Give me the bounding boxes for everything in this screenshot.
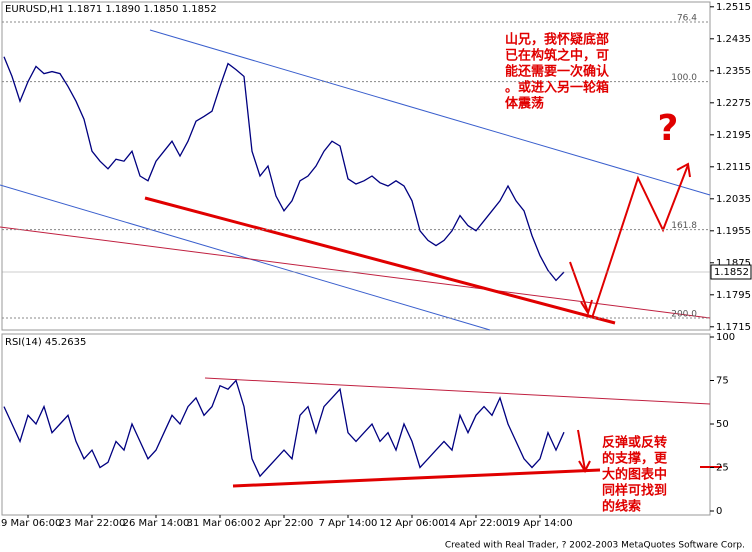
rsi-support	[232, 468, 601, 488]
x-tick-label: 23 Mar 22:00	[59, 518, 126, 529]
y-tick-label: 1.1715	[716, 322, 751, 333]
annotation: 山兄，我怀疑底部	[505, 32, 609, 48]
x-tick-label: 26 Mar 14:00	[123, 518, 190, 529]
series-line	[3, 56, 565, 282]
support-line	[144, 196, 616, 325]
x-tick-label: 2 Apr 22:00	[255, 518, 314, 529]
y-tick-label: 1.2435	[716, 34, 751, 45]
arrow-head	[578, 460, 591, 474]
fib-label: 76.4	[677, 14, 697, 24]
rsi-panel	[1, 333, 711, 516]
y-tick-label: 0	[716, 506, 722, 517]
arrow	[577, 429, 586, 471]
fib-label: 161.8	[671, 221, 697, 231]
x-tick-label: 31 Mar 06:00	[187, 518, 254, 529]
x-tick-label: 19 Mar 06:00	[0, 518, 61, 529]
price-title: EURUSD,H1 1.1871 1.1890 1.1850 1.1852	[5, 4, 217, 15]
y-tick-label: 1.1955	[716, 226, 751, 237]
x-tick-label: 12 Apr 06:00	[379, 518, 444, 529]
y-tick-label: 1.2115	[716, 162, 751, 173]
annotation: 同样可找到	[602, 483, 667, 499]
y-tick-label: 100	[716, 332, 735, 343]
y-tick-label: 1.2275	[716, 98, 751, 109]
annotation: 。或进入另一轮箱	[505, 80, 609, 96]
price-panel	[1, 1, 711, 331]
series-line	[3, 379, 565, 478]
annotation: 的支撑，更	[602, 451, 668, 467]
arrow-head	[676, 162, 691, 178]
arrow-head	[580, 299, 593, 316]
y-tick-label: 1.1875	[716, 258, 751, 269]
y-tick-label: 75	[716, 376, 729, 387]
arrow	[569, 261, 589, 313]
y-tick-label: 1.2515	[716, 2, 751, 13]
y-tick-label: 1.2195	[716, 130, 751, 141]
annotation: 已在构筑之中，可	[505, 48, 609, 64]
last-price-box	[710, 264, 752, 280]
footer: Created with Real Trader, ? 2002-2003 Me…	[445, 541, 745, 551]
y-tick-label: 1.1795	[716, 290, 751, 301]
channel-lower	[0, 184, 491, 331]
y-tick-label: 1.2355	[716, 66, 751, 77]
annotation: 大的图表中	[602, 467, 667, 483]
annotation: 能还需要一次确认	[505, 64, 610, 80]
last-price-label: 1.1852	[714, 267, 749, 278]
annotation: 体震荡	[505, 96, 544, 112]
x-tick-label: 19 Apr 14:00	[507, 518, 572, 529]
channel-upper	[149, 29, 711, 196]
fib-label: 100.0	[671, 73, 697, 83]
zigzag-arrow	[591, 164, 689, 319]
fib-label: 200.0	[671, 310, 697, 320]
y-tick-label: 25	[716, 463, 729, 474]
y-tick-label: 1.2035	[716, 194, 751, 205]
annotation: 的线索	[602, 499, 641, 515]
x-tick-label: 7 Apr 14:00	[319, 518, 378, 529]
rsi-resistance	[204, 377, 711, 405]
y-tick-label: 50	[716, 419, 729, 430]
rsi-title: RSI(14) 45.2635	[5, 337, 86, 348]
question-mark: ?	[658, 108, 679, 149]
annotation: 反弹或反转	[602, 435, 667, 451]
x-tick-label: 14 Apr 22:00	[443, 518, 508, 529]
